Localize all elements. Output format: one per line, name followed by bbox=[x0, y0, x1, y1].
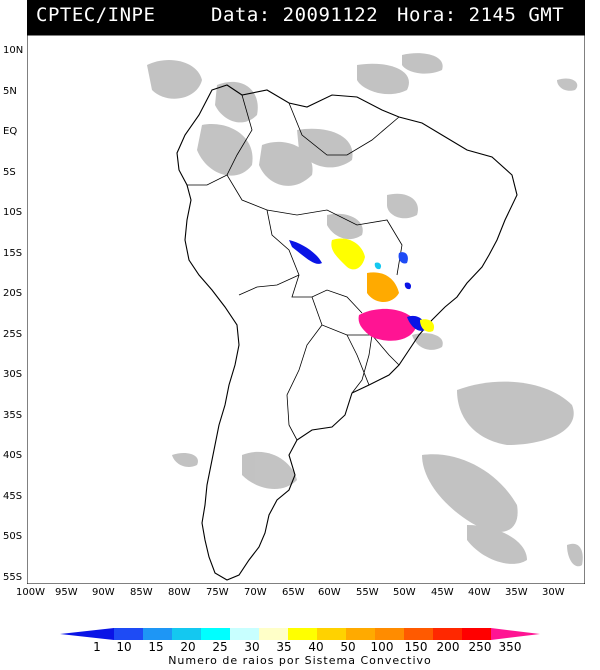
lat-tick-label: 10N bbox=[3, 45, 24, 56]
legend-swatch bbox=[375, 628, 405, 640]
map-canvas bbox=[27, 35, 585, 584]
legend-value: 350 bbox=[498, 640, 522, 654]
legend-swatch bbox=[143, 628, 173, 640]
legend-swatch bbox=[201, 628, 231, 640]
legend-value: 50 bbox=[340, 640, 356, 654]
legend-swatch bbox=[462, 628, 492, 640]
country-borders bbox=[187, 94, 403, 441]
lon-tick-label: 60W bbox=[318, 587, 341, 598]
map-panel bbox=[27, 35, 585, 584]
lon-tick-label: 50W bbox=[393, 587, 416, 598]
lat-tick-label: 35S bbox=[3, 410, 23, 421]
convective-systems bbox=[289, 238, 435, 341]
lat-tick-label: 45S bbox=[3, 491, 23, 502]
south-america-coastline bbox=[176, 84, 518, 581]
date-label: Data: 20091122 bbox=[211, 4, 379, 26]
legend-value: 200 bbox=[436, 640, 460, 654]
legend-value: 35 bbox=[276, 640, 292, 654]
lat-tick-label: 25S bbox=[3, 329, 23, 340]
lon-tick-label: 100W bbox=[16, 587, 45, 598]
legend-value: 150 bbox=[404, 640, 428, 654]
legend-swatch bbox=[230, 628, 260, 640]
map-header: CPTEC/INPE Data: 20091122 Hora: 2145 GMT bbox=[27, 0, 585, 35]
legend-value: 1 bbox=[93, 640, 101, 654]
lon-tick-label: 45W bbox=[431, 587, 454, 598]
lat-tick-label: 20S bbox=[3, 288, 23, 299]
source-title: CPTEC/INPE bbox=[36, 4, 156, 26]
legend-swatch bbox=[404, 628, 434, 640]
legend-value: 100 bbox=[370, 640, 394, 654]
legend-value: 25 bbox=[212, 640, 228, 654]
lat-tick-label: 10S bbox=[3, 207, 23, 218]
legend-value: 30 bbox=[244, 640, 260, 654]
lon-tick-label: 35W bbox=[505, 587, 528, 598]
legend-swatch bbox=[288, 628, 318, 640]
lon-tick-label: 90W bbox=[92, 587, 115, 598]
legend-value: 10 bbox=[116, 640, 132, 654]
legend-swatch bbox=[172, 628, 202, 640]
lat-tick-label: 30S bbox=[3, 369, 23, 380]
lat-tick-label: 5N bbox=[3, 86, 17, 97]
lat-tick-label: EQ bbox=[3, 126, 18, 137]
lon-tick-label: 95W bbox=[55, 587, 78, 598]
lon-tick-label: 75W bbox=[206, 587, 229, 598]
legend-value: 15 bbox=[148, 640, 164, 654]
lat-tick-label: 5S bbox=[3, 167, 16, 178]
legend-swatch bbox=[114, 628, 144, 640]
legend-swatch bbox=[491, 628, 540, 640]
lon-tick-label: 55W bbox=[356, 587, 379, 598]
time-label: Hora: 2145 GMT bbox=[397, 4, 565, 26]
lon-tick-label: 30W bbox=[542, 587, 565, 598]
legend-swatch bbox=[346, 628, 376, 640]
legend-caption: Numero de raios por Sistema Convectivo bbox=[168, 654, 432, 667]
lon-tick-label: 40W bbox=[468, 587, 491, 598]
lon-tick-label: 70W bbox=[244, 587, 267, 598]
cloud-cover bbox=[147, 53, 583, 567]
lat-tick-label: 55S bbox=[3, 572, 23, 583]
lat-tick-label: 15S bbox=[3, 248, 23, 259]
lat-tick-label: 50S bbox=[3, 531, 23, 542]
lon-tick-label: 85W bbox=[130, 587, 153, 598]
legend-swatch bbox=[433, 628, 463, 640]
legend-colorbar bbox=[60, 628, 540, 640]
lon-tick-label: 65W bbox=[282, 587, 305, 598]
legend-swatch bbox=[317, 628, 347, 640]
lat-tick-label: 40S bbox=[3, 450, 23, 461]
legend-value: 40 bbox=[308, 640, 324, 654]
legend-value: 20 bbox=[180, 640, 196, 654]
legend-swatch bbox=[60, 628, 114, 640]
legend-swatch bbox=[259, 628, 289, 640]
legend-value: 250 bbox=[468, 640, 492, 654]
lon-tick-label: 80W bbox=[168, 587, 191, 598]
